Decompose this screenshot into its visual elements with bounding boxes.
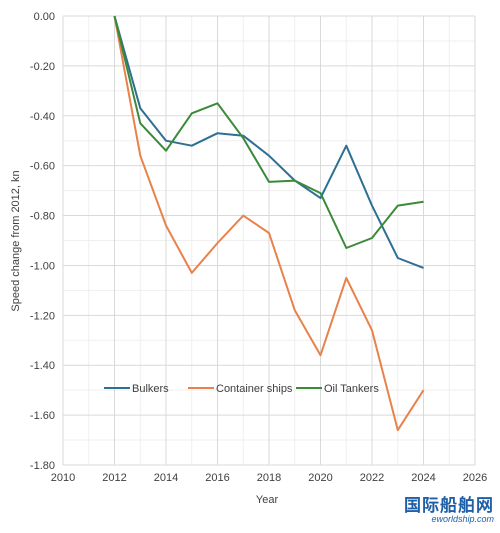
y-tick-label: -1.40 bbox=[30, 360, 55, 372]
y-tick-label: -0.60 bbox=[30, 161, 55, 173]
legend-label-container-ships: Container ships bbox=[216, 383, 293, 395]
y-axis-label: Speed change from 2012, kn bbox=[10, 170, 22, 311]
major-grid bbox=[62, 15, 476, 466]
x-tick-labels: 2010 2012 2014 2016 2018 2020 2022 2024 2026 bbox=[51, 472, 487, 484]
series-line-bulkers bbox=[113, 15, 424, 269]
y-tick-label: 0.00 bbox=[34, 11, 55, 23]
watermark-url: eworldship.com bbox=[431, 514, 494, 524]
series-lines bbox=[113, 15, 425, 432]
y-tick-label: -0.20 bbox=[30, 61, 55, 73]
watermark: 国际船舶网 eworldship.com bbox=[404, 497, 494, 524]
watermark-logo-text: 国际船舶网 bbox=[404, 496, 494, 515]
legend-label-oil-tankers: Oil Tankers bbox=[324, 383, 379, 395]
y-tick-label: -1.20 bbox=[30, 310, 55, 322]
y-tick-label: -1.60 bbox=[30, 410, 55, 422]
series-line-oil-tankers bbox=[113, 15, 424, 249]
x-tick-label: 2014 bbox=[154, 472, 178, 484]
x-tick-label: 2010 bbox=[51, 472, 75, 484]
legend-label-bulkers: Bulkers bbox=[132, 383, 169, 395]
x-tick-label: 2018 bbox=[257, 472, 281, 484]
y-tick-label: -1.00 bbox=[30, 260, 55, 272]
x-tick-label: 2026 bbox=[463, 472, 487, 484]
x-tick-label: 2020 bbox=[308, 472, 332, 484]
series-line-container-ships bbox=[113, 15, 425, 432]
x-tick-label: 2012 bbox=[102, 472, 126, 484]
x-axis-label: Year bbox=[256, 494, 279, 506]
x-tick-label: 2022 bbox=[360, 472, 384, 484]
x-tick-label: 2016 bbox=[205, 472, 229, 484]
y-tick-label: -1.80 bbox=[30, 460, 55, 472]
y-tick-label: -0.80 bbox=[30, 211, 55, 223]
x-tick-label: 2024 bbox=[411, 472, 435, 484]
y-tick-labels: 0.00 -0.20 -0.40 -0.60 -0.80 -1.00 -1.20 -1.40 -… bbox=[30, 11, 55, 472]
legend: Bulkers Container ships Oil Tankers bbox=[104, 383, 379, 395]
y-tick-label: -0.40 bbox=[30, 111, 55, 123]
